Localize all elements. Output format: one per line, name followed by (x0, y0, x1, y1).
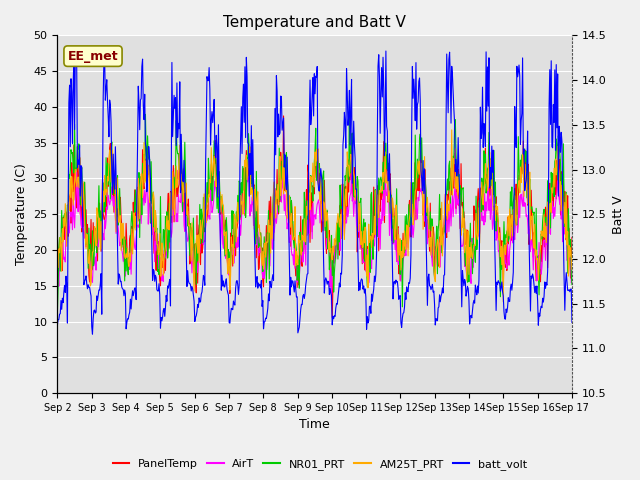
PanelTemp (280, 113, 287, 119)
AM25T_PRT (499, 299, 507, 305)
batt_volt (54, 322, 61, 328)
PanelTemp (63, 219, 70, 225)
NR01_PRT (168, 192, 176, 198)
PanelTemp (195, 222, 203, 228)
PanelTemp (378, 192, 386, 197)
batt_volt (394, 279, 401, 285)
PanelTemp (168, 220, 176, 226)
AM25T_PRT (116, 213, 124, 219)
PanelTemp (54, 231, 61, 237)
Title: Temperature and Batt V: Temperature and Batt V (223, 15, 406, 30)
AM25T_PRT (392, 202, 400, 208)
Y-axis label: Temperature (C): Temperature (C) (15, 163, 28, 265)
NR01_PRT (54, 310, 61, 315)
AirT (116, 243, 124, 249)
PanelTemp (394, 225, 401, 231)
AirT (54, 288, 61, 294)
PanelTemp (116, 194, 124, 200)
NR01_PRT (568, 282, 576, 288)
AirT (568, 277, 576, 283)
AM25T_PRT (377, 190, 385, 195)
batt_volt (568, 320, 576, 325)
AM25T_PRT (54, 247, 61, 253)
AM25T_PRT (568, 266, 576, 272)
AirT (328, 302, 335, 308)
AM25T_PRT (63, 243, 70, 249)
AirT (348, 167, 355, 172)
AM25T_PRT (168, 213, 176, 218)
batt_volt (382, 48, 390, 54)
X-axis label: Time: Time (300, 419, 330, 432)
batt_volt (88, 331, 96, 337)
AirT (195, 249, 203, 255)
NR01_PRT (378, 178, 385, 184)
AM25T_PRT (448, 127, 456, 133)
NR01_PRT (393, 186, 401, 192)
AirT (168, 229, 176, 235)
PanelTemp (328, 315, 336, 321)
Line: batt_volt: batt_volt (58, 51, 572, 334)
batt_volt (116, 279, 124, 285)
Line: NR01_PRT: NR01_PRT (58, 101, 572, 312)
Line: PanelTemp: PanelTemp (58, 116, 572, 318)
NR01_PRT (346, 98, 353, 104)
NR01_PRT (63, 216, 70, 221)
batt_volt (63, 282, 70, 288)
batt_volt (196, 299, 204, 305)
Legend: PanelTemp, AirT, NR01_PRT, AM25T_PRT, batt_volt: PanelTemp, AirT, NR01_PRT, AM25T_PRT, ba… (108, 455, 532, 474)
PanelTemp (568, 235, 576, 240)
NR01_PRT (195, 234, 203, 240)
AirT (394, 250, 401, 255)
Line: AM25T_PRT: AM25T_PRT (58, 130, 572, 302)
Y-axis label: Batt V: Batt V (612, 195, 625, 234)
Line: AirT: AirT (58, 169, 572, 305)
batt_volt (378, 65, 385, 71)
AirT (63, 240, 70, 246)
batt_volt (169, 134, 177, 140)
NR01_PRT (116, 185, 124, 191)
AirT (378, 196, 386, 202)
Text: EE_met: EE_met (68, 49, 118, 63)
AM25T_PRT (195, 260, 203, 265)
